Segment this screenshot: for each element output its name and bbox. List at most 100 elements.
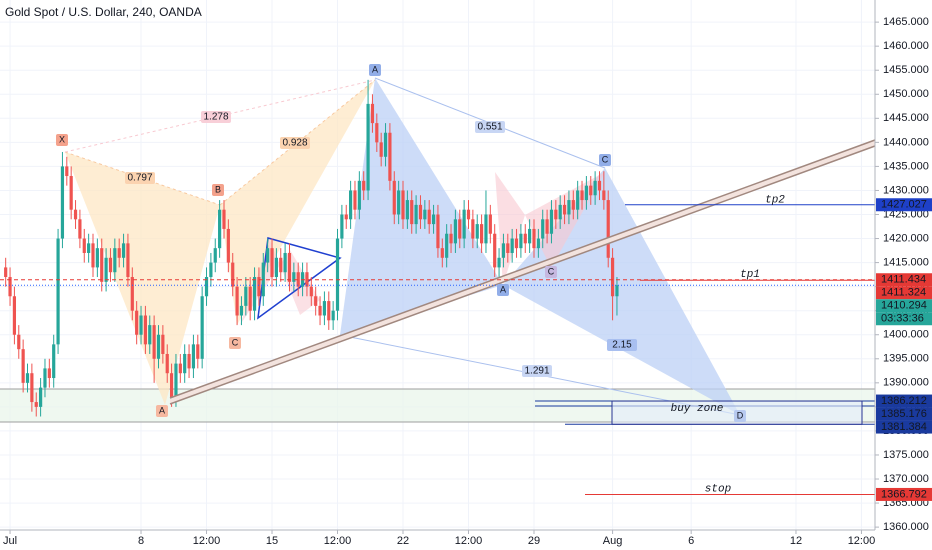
candle-body — [484, 214, 488, 244]
pattern-fill — [220, 80, 375, 325]
y-tick-label: 1425.000 — [883, 208, 929, 220]
y-tick-label: 1360.000 — [883, 521, 929, 533]
x-tick-label: 12 — [790, 535, 802, 547]
pattern-point-box — [734, 410, 746, 422]
candle-body — [514, 238, 519, 249]
y-tick-label: 1415.000 — [883, 257, 929, 269]
candle-body — [209, 262, 213, 278]
price-label-box — [876, 273, 932, 287]
y-tick-label: 1400.000 — [883, 329, 929, 341]
ratio-label: 0.797 — [127, 173, 152, 184]
candle-body — [248, 286, 252, 311]
candle-body — [589, 185, 593, 196]
candle-body — [458, 219, 462, 239]
candle-body — [405, 200, 409, 220]
y-tick-label: 1375.000 — [883, 449, 929, 461]
x-tick-label: 12:00 — [848, 535, 876, 547]
candle-body — [528, 228, 532, 244]
candle-body — [52, 344, 56, 379]
y-tick-label: 1370.000 — [883, 473, 929, 485]
candle-body — [423, 209, 427, 220]
candle-body — [274, 257, 278, 278]
pattern-line — [64, 79, 376, 153]
candle-body — [327, 301, 331, 321]
candle-body — [462, 209, 466, 239]
candle-body — [187, 353, 191, 369]
candle-body — [4, 267, 8, 278]
candle-body — [30, 373, 34, 403]
candle-body — [152, 325, 156, 359]
ratio-box — [475, 121, 505, 133]
candle-body — [331, 310, 335, 321]
candle-body — [218, 209, 222, 249]
chart-title: Gold Spot / U.S. Dollar, 240, OANDA — [5, 5, 202, 19]
candle-body — [545, 219, 549, 234]
ratio-box — [125, 172, 155, 184]
y-tick-label: 1390.000 — [883, 377, 929, 389]
candle-body — [418, 204, 423, 220]
price-label: 1386.212 — [881, 395, 927, 407]
candle-body — [296, 272, 300, 287]
candle-body — [383, 132, 388, 157]
candle-body — [39, 387, 43, 407]
candle-body — [104, 257, 108, 282]
candle-body — [536, 238, 540, 249]
y-tick-label: 1440.000 — [883, 136, 929, 148]
candle-body — [309, 286, 313, 297]
pattern-point-label: C — [232, 337, 239, 347]
candle-body — [357, 180, 361, 210]
price-label: 1411.324 — [881, 287, 926, 299]
level-label: stop — [705, 483, 731, 495]
candle-body — [34, 402, 38, 407]
ratio-box — [522, 365, 552, 377]
candle-body — [261, 262, 265, 297]
price-label-box — [876, 198, 932, 212]
y-tick-label: 1430.000 — [883, 184, 929, 196]
candle-body — [108, 257, 113, 273]
candle-body — [549, 209, 554, 234]
candle-body — [493, 233, 497, 268]
candle-body — [148, 325, 152, 345]
x-tick-label: 12:00 — [324, 535, 352, 547]
candle-body — [56, 238, 60, 345]
candle-body — [139, 315, 143, 335]
candle-body — [392, 180, 396, 215]
candle-body — [270, 248, 274, 278]
candle-body — [178, 363, 182, 374]
x-tick-label: Aug — [603, 535, 623, 547]
candle-body — [165, 353, 169, 374]
candle-body — [135, 310, 139, 335]
candle-body — [82, 238, 86, 253]
candle-body — [87, 243, 91, 253]
candle-body — [130, 277, 134, 311]
candle-body — [335, 238, 340, 311]
candle-body — [362, 180, 366, 191]
candle-body — [353, 190, 357, 210]
candle-body — [226, 228, 230, 263]
pattern-point-label: C — [548, 266, 555, 276]
candle-body — [21, 349, 25, 383]
pattern-point-label: B — [215, 184, 221, 194]
candle-body — [475, 224, 479, 239]
candle-body — [266, 248, 270, 263]
ratio-box — [201, 111, 231, 123]
price-label: 1366.792 — [881, 488, 927, 500]
price-label: 1385.176 — [881, 408, 927, 420]
candle-body — [410, 200, 414, 225]
candle-body — [388, 132, 392, 181]
price-label-box — [876, 487, 932, 501]
candle-body — [200, 296, 204, 359]
pattern-point-box — [229, 337, 241, 349]
pattern-point-box — [212, 184, 224, 196]
candle-body — [431, 214, 436, 225]
candle-body — [43, 368, 47, 388]
candle-body — [65, 166, 69, 177]
pattern-point-label: X — [59, 134, 65, 144]
candle-body — [95, 248, 99, 268]
candle-body — [117, 248, 121, 258]
level-label: tp2 — [765, 195, 785, 207]
x-tick-label: 8 — [138, 535, 144, 547]
candle-body — [78, 219, 82, 239]
y-tick-label: 1465.000 — [883, 16, 929, 28]
x-tick-label: 6 — [688, 535, 694, 547]
